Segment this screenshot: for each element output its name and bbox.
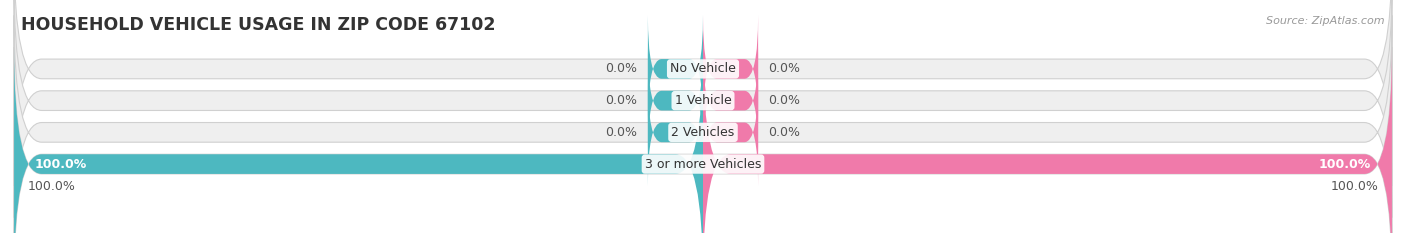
Text: 0.0%: 0.0% (606, 62, 637, 75)
FancyBboxPatch shape (703, 47, 758, 154)
Text: Source: ZipAtlas.com: Source: ZipAtlas.com (1267, 16, 1385, 26)
FancyBboxPatch shape (14, 47, 1392, 233)
FancyBboxPatch shape (14, 0, 1392, 186)
Text: 0.0%: 0.0% (769, 126, 800, 139)
FancyBboxPatch shape (703, 15, 758, 123)
Text: 1 Vehicle: 1 Vehicle (675, 94, 731, 107)
FancyBboxPatch shape (648, 15, 703, 123)
Text: 0.0%: 0.0% (769, 62, 800, 75)
FancyBboxPatch shape (14, 15, 1392, 233)
Text: 0.0%: 0.0% (769, 94, 800, 107)
Text: 0.0%: 0.0% (606, 126, 637, 139)
FancyBboxPatch shape (648, 47, 703, 154)
Text: 100.0%: 100.0% (1319, 158, 1371, 171)
Text: 100.0%: 100.0% (1330, 180, 1378, 193)
Text: 100.0%: 100.0% (28, 180, 76, 193)
Text: 3 or more Vehicles: 3 or more Vehicles (645, 158, 761, 171)
FancyBboxPatch shape (14, 47, 703, 233)
Text: 0.0%: 0.0% (606, 94, 637, 107)
FancyBboxPatch shape (703, 79, 758, 186)
Text: HOUSEHOLD VEHICLE USAGE IN ZIP CODE 67102: HOUSEHOLD VEHICLE USAGE IN ZIP CODE 6710… (21, 16, 495, 34)
FancyBboxPatch shape (703, 47, 1392, 233)
FancyBboxPatch shape (14, 0, 1392, 218)
Text: 100.0%: 100.0% (35, 158, 87, 171)
Text: 2 Vehicles: 2 Vehicles (672, 126, 734, 139)
FancyBboxPatch shape (648, 79, 703, 186)
Text: No Vehicle: No Vehicle (671, 62, 735, 75)
